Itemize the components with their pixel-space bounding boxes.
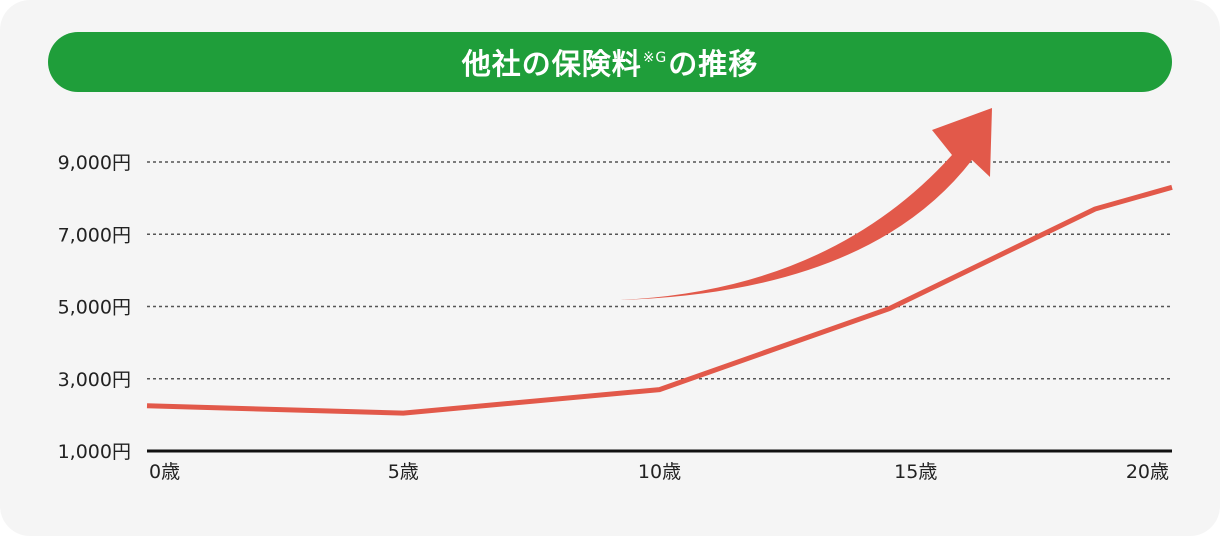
x-tick-label: 0歳 [149, 461, 180, 483]
series-line-layer [146, 184, 1173, 416]
y-tick-label: 3,000円 [58, 369, 131, 391]
x-tick-label: 10歳 [638, 461, 681, 483]
title-main: 他社の保険料 [461, 47, 642, 81]
chart-title-banner: 他社の保険料 ※G の推移 [48, 32, 1172, 92]
trend-arrow-layer [620, 108, 992, 300]
title-footnote-mark: ※G [642, 50, 668, 66]
x-tick-label: 5歳 [388, 461, 419, 483]
series-line [146, 184, 1173, 416]
title-suffix: の推移 [668, 47, 759, 81]
y-tick-label: 7,000円 [58, 224, 131, 246]
y-tick-label: 9,000円 [58, 152, 131, 174]
x-tick-label: 15歳 [894, 461, 937, 483]
y-tick-label: 5,000円 [58, 297, 131, 319]
x-tick-label: 20歳 [1126, 461, 1169, 483]
trend-arrow-icon [620, 108, 992, 300]
grid-layer [147, 161, 1172, 453]
tick-label-layer: 9,000円 7,000円 5,000円 3,000円 1,000円 0歳 5歳 10歳 15歳… [58, 152, 1169, 483]
y-tick-label: 1,000円 [58, 441, 131, 463]
